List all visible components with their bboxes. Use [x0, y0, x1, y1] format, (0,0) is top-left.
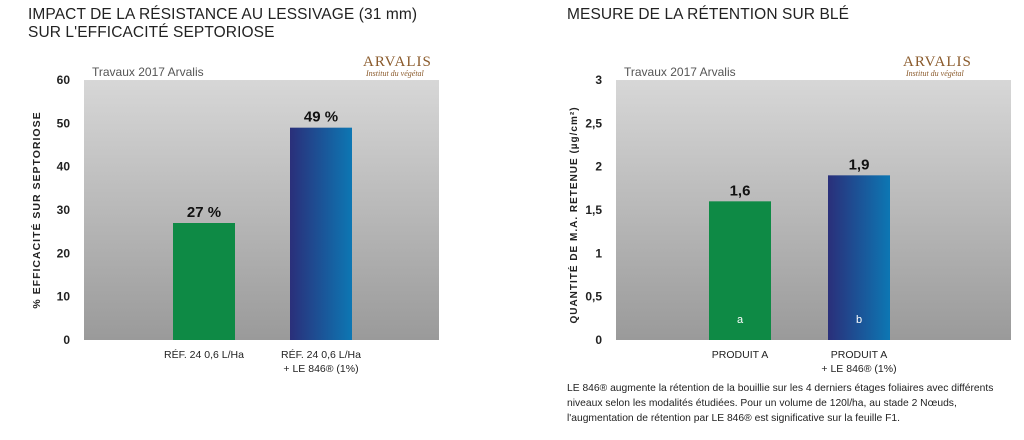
right-category-label: PRODUIT A: [712, 349, 768, 361]
right-chart-title: MESURE DE LA RÉTENTION SUR BLÉ: [567, 6, 850, 23]
left-y-tick-label: 30: [57, 203, 71, 217]
left-logo-sub: Institut du végétal: [365, 69, 425, 78]
left-y-axis-label: % EFFICACITÉ SUR SEPTORIOSE: [30, 111, 43, 308]
right-annotation: Travaux 2017 Arvalis: [624, 65, 736, 79]
left-plot-background: [84, 80, 439, 340]
left-annotation: Travaux 2017 Arvalis: [92, 65, 204, 79]
left-bar-1: [173, 223, 235, 340]
left-category-label: RÉF. 24 0,6 L/Ha: [281, 348, 361, 361]
right-bar-value-label: 1,6: [730, 182, 751, 199]
left-y-tick-label: 60: [57, 73, 71, 87]
left-bar-value-label: 49 %: [304, 109, 338, 126]
right-y-tick-label: 2: [595, 160, 602, 174]
right-category-label-line2: + LE 846® (1%): [821, 363, 896, 375]
right-bar-1: [709, 201, 771, 340]
left-category-label-line2: + LE 846® (1%): [283, 363, 358, 375]
left-y-tick-label: 0: [63, 333, 70, 347]
right-chart-caption: LE 846® augmente la rétention de la boui…: [567, 383, 994, 424]
left-bars: 27 % 49 %: [173, 109, 352, 341]
right-logo-sub: Institut du végétal: [905, 69, 965, 78]
right-plot-background: [616, 80, 1011, 340]
right-logo: ARVALIS Institut du végétal: [903, 54, 972, 78]
right-chart: Travaux 2017 Arvalis ARVALIS Institut du…: [567, 54, 1011, 375]
right-x-categories: PRODUIT A PRODUIT A + LE 846® (1%): [712, 349, 897, 375]
right-bar-2: [828, 175, 890, 340]
left-title-line2: SUR L'EFFICACITÉ SEPTORIOSE: [28, 24, 275, 41]
left-chart-title: IMPACT DE LA RÉSISTANCE AU LESSIVAGE (31…: [28, 6, 417, 42]
left-logo-text: ARVALIS: [363, 54, 432, 70]
left-logo: ARVALIS Institut du végétal: [363, 54, 432, 78]
right-y-tick-label: 1,5: [585, 203, 602, 217]
right-y-tick-label: 1: [595, 246, 602, 260]
left-bar-2: [290, 127, 352, 341]
left-x-categories: RÉF. 24 0,6 L/Ha RÉF. 24 0,6 L/Ha + LE 846…: [164, 348, 361, 375]
left-y-tick-label: 20: [57, 246, 71, 260]
left-y-tick-label: 40: [57, 160, 71, 174]
right-logo-text: ARVALIS: [903, 54, 972, 70]
left-category-label: RÉF. 24 0,6 L/Ha: [164, 348, 244, 361]
right-y-tick-label: 2,5: [585, 116, 602, 130]
right-bars: 1,6 a 1,9 b: [709, 156, 890, 340]
left-y-tick-label: 10: [57, 290, 71, 304]
right-bar-value-label: 1,9: [849, 156, 870, 173]
right-y-tick-label: 0: [595, 333, 602, 347]
right-bar-group-letter: a: [737, 314, 744, 326]
right-bar-group-letter: b: [856, 314, 862, 326]
left-y-ticks: 0 10 20 30 40 50 60: [57, 73, 71, 347]
right-y-ticks: 0 0,5 1 1,5 2 2,5 3: [585, 73, 602, 347]
left-chart: Travaux 2017 Arvalis ARVALIS Institut du…: [30, 54, 439, 375]
right-category-label: PRODUIT A: [831, 349, 887, 361]
left-y-tick-label: 50: [57, 116, 71, 130]
right-y-tick-label: 0,5: [585, 290, 602, 304]
right-y-tick-label: 3: [595, 73, 602, 87]
left-bar-value-label: 27 %: [187, 204, 221, 221]
right-y-axis-label: QUANTITÉ DE M.A. RETENUE (µg/cm²): [567, 106, 580, 323]
left-title-line1: IMPACT DE LA RÉSISTANCE AU LESSIVAGE (31…: [28, 6, 418, 23]
